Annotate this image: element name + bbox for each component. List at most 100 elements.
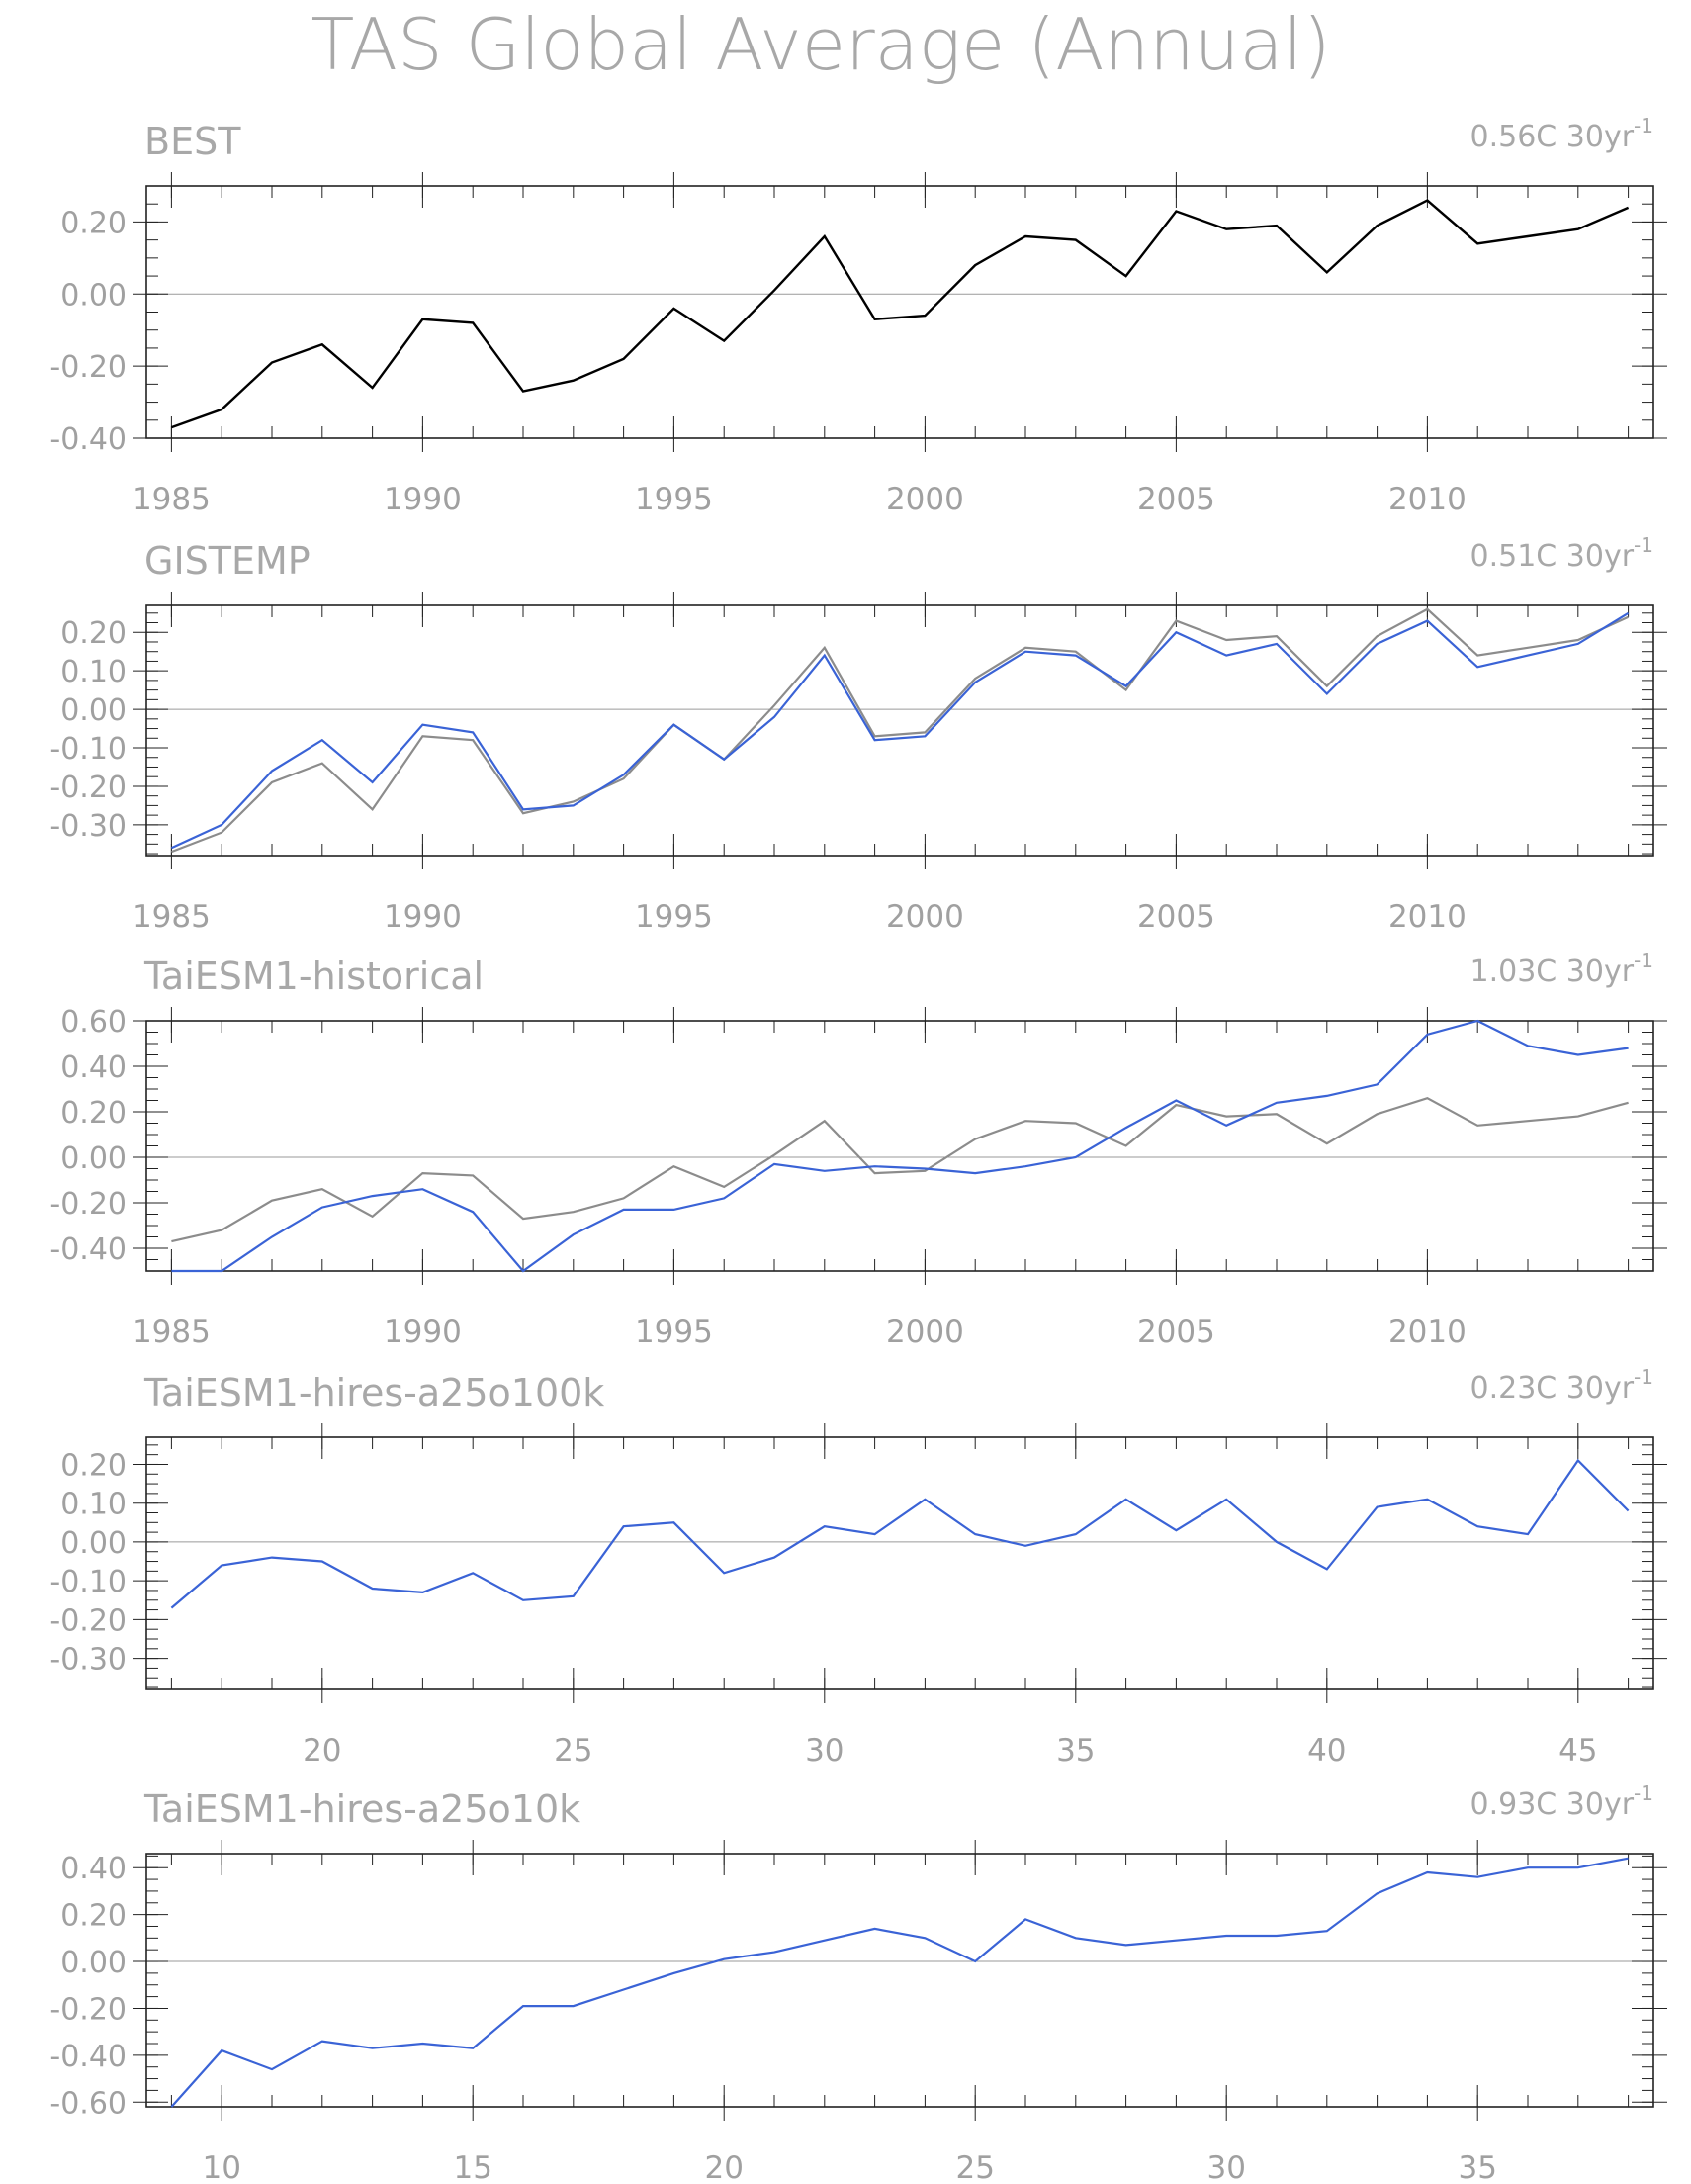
x-tick-label: 30 bbox=[805, 1733, 844, 1769]
y-tick-label: 0.20 bbox=[60, 1096, 127, 1131]
y-tick-label: 0.60 bbox=[60, 1005, 127, 1040]
y-tick-label: -0.10 bbox=[49, 1565, 127, 1599]
panel-title: TaiESM1-hires-a25o100k bbox=[143, 1371, 604, 1414]
x-tick-label: 1995 bbox=[635, 482, 713, 517]
trend-value: 0.23C bbox=[1469, 1371, 1557, 1406]
plot-frame bbox=[145, 1853, 1654, 2108]
x-tick-label: 2010 bbox=[1388, 1315, 1467, 1350]
y-tick-label: -0.30 bbox=[49, 809, 127, 844]
trend-label: 1.03C 30yr-1 bbox=[1469, 949, 1653, 989]
trend-exponent: -1 bbox=[1634, 1781, 1653, 1805]
x-tick-label: 2000 bbox=[886, 482, 964, 517]
panel-4: TaiESM1-hires-a25o100k 0.23C 30yr-1 -0.30 -… bbox=[49, 1365, 1667, 1769]
x-tick-label: 35 bbox=[1056, 1733, 1095, 1769]
trend-label: 0.56C 30yr-1 bbox=[1469, 114, 1653, 154]
panel-title: TaiESM1-historical bbox=[143, 955, 484, 998]
tick-marks bbox=[133, 592, 1667, 869]
trend-exponent: -1 bbox=[1634, 114, 1653, 137]
x-tick-label: 2010 bbox=[1388, 899, 1467, 935]
x-tick-label: 2010 bbox=[1388, 482, 1467, 517]
y-tick-label: 0.20 bbox=[60, 1448, 127, 1483]
plot-frame bbox=[145, 1436, 1654, 1690]
x-tick-label: 1990 bbox=[384, 482, 462, 517]
tick-marks bbox=[133, 1840, 1667, 2121]
trend-gap bbox=[1557, 539, 1566, 574]
x-tick-label: 20 bbox=[303, 1733, 341, 1769]
series-line-reference bbox=[171, 607, 1630, 854]
y-tick-label: 0.10 bbox=[60, 655, 127, 689]
trend-unit: 30yr bbox=[1566, 955, 1635, 989]
y-tick-label: 0.00 bbox=[60, 1141, 127, 1176]
x-tick-label: 1995 bbox=[635, 1315, 713, 1350]
y-tick-label: -0.20 bbox=[49, 1992, 127, 2027]
trend-label: 0.51C 30yr-1 bbox=[1469, 533, 1653, 574]
y-tick-label: 0.00 bbox=[60, 278, 127, 313]
y-tick-label: -0.20 bbox=[49, 350, 127, 385]
trend-gap bbox=[1557, 120, 1566, 154]
series-line-observed bbox=[170, 199, 1630, 429]
x-tick-label: 35 bbox=[1458, 2150, 1496, 2184]
x-tick-label: 2005 bbox=[1137, 899, 1215, 935]
y-tick-label: -0.10 bbox=[49, 732, 127, 767]
trend-unit: 30yr bbox=[1566, 1371, 1635, 1406]
y-tick-label: 0.20 bbox=[60, 1899, 127, 1934]
trend-label: 0.93C 30yr-1 bbox=[1469, 1781, 1653, 1822]
panel-title: TaiESM1-hires-a25o10k bbox=[143, 1787, 580, 1831]
trend-gap bbox=[1557, 1787, 1566, 1822]
x-tick-label: 1995 bbox=[635, 899, 713, 935]
y-tick-label: 0.00 bbox=[60, 1946, 127, 1980]
panel-3: TaiESM1-historical 1.03C 30yr-1 -0.40 -0.20… bbox=[49, 949, 1667, 1350]
x-tick-label: 30 bbox=[1206, 2150, 1245, 2184]
series-line-reference bbox=[171, 1097, 1629, 1243]
trend-label: 0.23C 30yr-1 bbox=[1469, 1365, 1653, 1406]
trend-unit: 30yr bbox=[1566, 539, 1635, 574]
y-tick-label: -0.40 bbox=[49, 2040, 127, 2074]
panel-title: GISTEMP bbox=[144, 539, 311, 583]
trend-exponent: -1 bbox=[1634, 533, 1653, 557]
series-line-model bbox=[171, 1019, 1629, 1273]
figure-title: TAS Global Average (Annual) bbox=[311, 3, 1330, 86]
x-tick-label: 40 bbox=[1307, 1733, 1346, 1769]
trend-unit: 30yr bbox=[1566, 1787, 1635, 1822]
trend-value: 0.93C bbox=[1469, 1787, 1557, 1822]
y-tick-label: -0.30 bbox=[49, 1643, 127, 1678]
plot-frame bbox=[145, 604, 1654, 857]
x-tick-label: 25 bbox=[955, 2150, 994, 2184]
y-tick-label: -0.20 bbox=[49, 1603, 127, 1638]
trend-exponent: -1 bbox=[1634, 1365, 1653, 1389]
panel-2: GISTEMP 0.51C 30yr-1 -0.30 -0.20 -0.10 0.00 0.… bbox=[49, 533, 1667, 935]
y-tick-label: 0.00 bbox=[60, 1526, 127, 1561]
y-tick-label: 0.20 bbox=[60, 616, 127, 651]
series-line-model bbox=[170, 1857, 1629, 2108]
y-tick-label: 0.20 bbox=[60, 206, 127, 240]
x-tick-label: 2000 bbox=[886, 899, 964, 935]
series-line-model bbox=[170, 1458, 1630, 1609]
trend-exponent: -1 bbox=[1634, 949, 1653, 972]
trend-gap bbox=[1557, 1371, 1566, 1406]
trend-value: 0.56C bbox=[1469, 120, 1557, 154]
x-tick-label: 1990 bbox=[384, 1315, 462, 1350]
trend-gap bbox=[1557, 955, 1566, 989]
x-tick-label: 2000 bbox=[886, 1315, 964, 1350]
tick-marks bbox=[133, 1423, 1667, 1703]
y-tick-label: -0.20 bbox=[49, 771, 127, 805]
y-tick-label: -0.60 bbox=[49, 2086, 127, 2121]
y-tick-label: -0.20 bbox=[49, 1187, 127, 1222]
x-tick-label: 2005 bbox=[1137, 482, 1215, 517]
x-tick-label: 15 bbox=[453, 2150, 491, 2184]
x-tick-label: 45 bbox=[1558, 1733, 1597, 1769]
plot-frame bbox=[145, 1020, 1654, 1272]
y-tick-label: -0.40 bbox=[49, 1232, 127, 1267]
y-tick-label: 0.00 bbox=[60, 693, 127, 728]
trend-value: 1.03C bbox=[1469, 955, 1557, 989]
trend-value: 0.51C bbox=[1469, 539, 1557, 574]
tick-marks bbox=[133, 1007, 1667, 1285]
y-tick-label: 0.10 bbox=[60, 1488, 127, 1522]
x-tick-label: 1990 bbox=[384, 899, 462, 935]
x-tick-label: 1985 bbox=[133, 482, 211, 517]
tick-marks bbox=[133, 172, 1667, 452]
x-tick-label: 20 bbox=[704, 2150, 743, 2184]
x-tick-label: 10 bbox=[202, 2150, 240, 2184]
